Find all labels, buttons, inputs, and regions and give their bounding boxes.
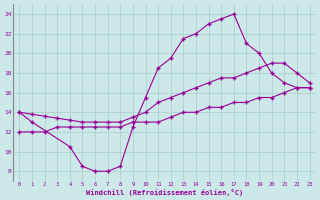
X-axis label: Windchill (Refroidissement éolien,°C): Windchill (Refroidissement éolien,°C) xyxy=(86,189,243,196)
